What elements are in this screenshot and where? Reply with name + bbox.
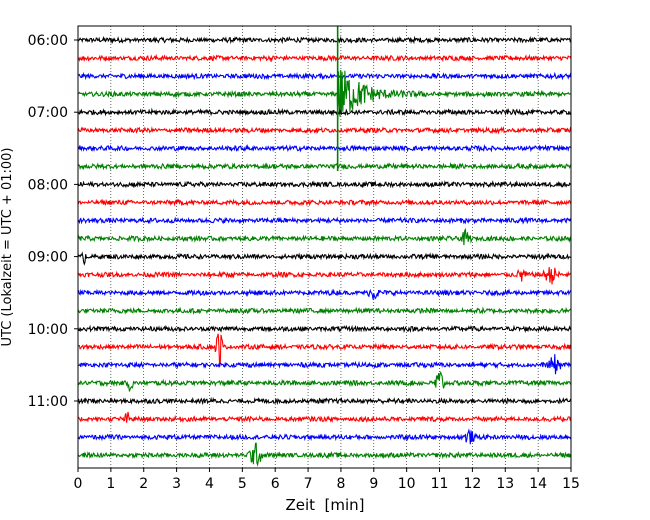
y-axis-label: UTC (Lokalzeit = UTC + 01:00)	[0, 148, 15, 347]
trace-line	[77, 198, 572, 207]
trace-line	[77, 53, 572, 63]
trace-line	[77, 227, 572, 246]
x-tick-label: 14	[529, 476, 547, 492]
y-axis-ticks: 06:00 07:00 08:00 09:00 10:00 11:00	[28, 33, 78, 410]
x-tick-label: 6	[271, 476, 280, 492]
y-tick-label: 08:00	[28, 177, 68, 193]
trace-line	[77, 107, 572, 117]
trace-line	[77, 411, 572, 424]
x-tick-label: 9	[369, 476, 378, 492]
x-axis-ticks: 0 1 2 3 4 5 6 7 8 9 10 11 12 13 14 15	[74, 468, 580, 492]
trace-line	[77, 267, 572, 285]
x-tick-label: 1	[106, 476, 115, 492]
x-tick-label: 3	[172, 476, 181, 492]
x-tick-label: 13	[496, 476, 514, 492]
trace-line	[77, 161, 572, 171]
trace-line	[77, 125, 572, 135]
x-tick-label: 10	[398, 476, 416, 492]
x-tick-label: 12	[463, 476, 481, 492]
x-tick-label: 2	[139, 476, 148, 492]
trace-line	[77, 442, 572, 467]
trace-line	[77, 180, 572, 189]
trace-line	[77, 35, 572, 45]
x-tick-label: 11	[431, 476, 449, 492]
y-tick-label: 07:00	[28, 105, 68, 121]
x-tick-label: 4	[205, 476, 214, 492]
y-tick-label: 11:00	[28, 394, 68, 410]
trace-line	[78, 306, 572, 315]
trace-line	[77, 354, 572, 375]
trace-line	[77, 69, 572, 120]
trace-line	[77, 216, 572, 225]
y-tick-label: 06:00	[28, 33, 68, 49]
trace-line	[77, 370, 572, 392]
trace-line	[77, 428, 572, 445]
trace-line	[77, 251, 572, 266]
x-axis-label: Zeit [min]	[285, 496, 364, 514]
x-tick-label: 15	[562, 476, 580, 492]
trace-line	[77, 71, 572, 81]
x-tick-label: 5	[238, 476, 247, 492]
plot-area	[78, 26, 571, 468]
y-tick-label: 10:00	[28, 322, 68, 338]
trace-line	[77, 324, 572, 334]
x-tick-label: 0	[74, 476, 83, 492]
trace-line	[77, 396, 572, 406]
x-tick-label: 8	[336, 476, 345, 492]
trace-line	[77, 288, 572, 300]
plot-frame	[77, 25, 572, 469]
x-tick-label: 7	[304, 476, 313, 492]
trace-line	[77, 333, 572, 368]
trace-line	[77, 143, 572, 153]
y-tick-label: 09:00	[28, 250, 68, 266]
traces	[77, 26, 572, 467]
